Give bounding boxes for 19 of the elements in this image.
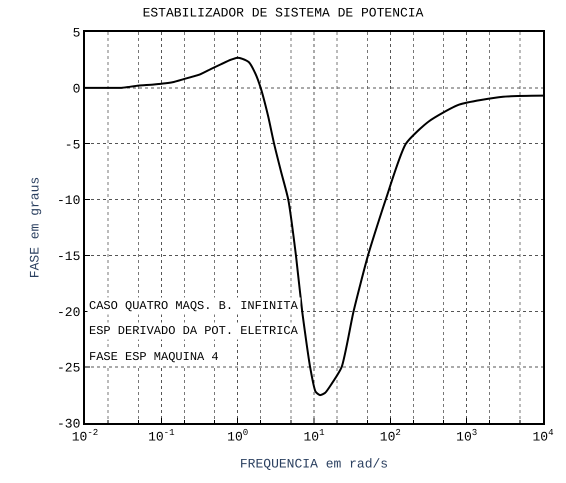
x-axis-title: FREQUENCIA em rad/s <box>240 456 388 472</box>
y-tick-label: -20 <box>56 304 80 320</box>
y-tick-label: -5 <box>64 137 80 152</box>
y-tick-label: -15 <box>56 248 80 264</box>
y-tick-label: -10 <box>56 193 80 208</box>
x-tick-label: 10$^{4}$ <box>532 427 554 445</box>
y-axis-title: FASE em graus <box>27 176 42 278</box>
x-tick-label: 10$^{0}$ <box>227 427 248 445</box>
x-tick-label: 10$^{1}$ <box>303 427 326 445</box>
annotation: ESP DERIVADO DA POT. ELETRICA <box>89 324 299 338</box>
x-tick-label: 10$^{2}$ <box>380 427 401 445</box>
annotation: CASO QUATRO MAQS. B. INFINITA <box>89 299 299 313</box>
chart-title: ESTABILIZADOR DE SISTEMA DE POTENCIA <box>142 5 424 20</box>
y-tick-label: 5 <box>72 26 80 41</box>
x-tick-label: 10$^{-1}$ <box>148 427 176 445</box>
y-tick-label: -25 <box>56 360 80 376</box>
annotation: FASE ESP MAQUINA 4 <box>89 350 219 364</box>
x-tick-label: 10$^{3}$ <box>456 427 478 445</box>
y-tick-label: 0 <box>72 81 80 96</box>
